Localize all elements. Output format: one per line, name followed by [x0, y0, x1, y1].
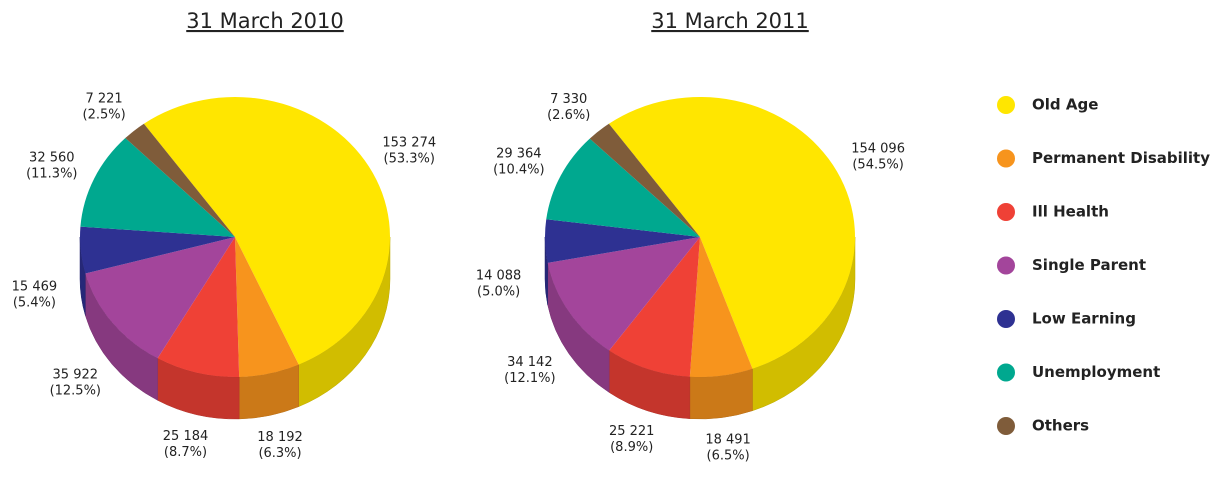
legend-swatch	[997, 96, 1015, 114]
value-label: 15 469	[12, 280, 58, 295]
percent-label: (6.5%)	[707, 449, 750, 464]
legend-label: Unemployment	[1032, 363, 1160, 381]
pie-slice	[609, 237, 700, 377]
value-label: 25 184	[163, 429, 209, 444]
value-label: 153 274	[382, 136, 436, 151]
percent-label: (8.9%)	[610, 440, 653, 455]
legend-swatch	[997, 203, 1015, 221]
legend-label: Ill Health	[1032, 203, 1109, 221]
legend-label: Single Parent	[1032, 256, 1146, 274]
value-label: 18 491	[705, 433, 751, 448]
chart-title: 31 March 2010	[186, 9, 344, 33]
value-label: 14 088	[476, 269, 522, 284]
value-label: 35 922	[53, 368, 99, 383]
percent-label: (2.5%)	[83, 108, 126, 123]
value-label: 25 221	[609, 424, 655, 439]
legend-label: Permanent Disability	[1032, 149, 1210, 167]
legend-label: Others	[1032, 417, 1089, 435]
legend-swatch	[997, 310, 1015, 328]
pie-slice	[546, 138, 700, 237]
pie-slice	[547, 237, 700, 351]
pie-slice	[608, 96, 856, 369]
value-label: 7 221	[85, 92, 122, 107]
pie-slice	[235, 237, 299, 377]
legend-label: Low Earning	[1032, 310, 1136, 328]
value-label: 32 560	[29, 150, 75, 165]
percent-label: (53.3%)	[384, 152, 435, 167]
percent-label: (54.5%)	[852, 158, 903, 173]
legend-swatch	[997, 363, 1015, 382]
pie-slice	[125, 123, 235, 237]
pie-slice	[589, 123, 700, 237]
percent-label: (8.7%)	[164, 445, 207, 460]
percent-label: (5.4%)	[13, 296, 56, 311]
legend-swatch	[997, 256, 1015, 275]
value-label: 29 364	[496, 147, 542, 162]
pie-slice	[80, 138, 235, 237]
value-label: 154 096	[851, 142, 905, 157]
legend-label: Old Age	[1032, 96, 1098, 114]
percent-label: (10.4%)	[493, 163, 544, 178]
pie-slice	[143, 97, 390, 365]
percent-label: (12.5%)	[50, 384, 101, 399]
legend-swatch	[997, 149, 1015, 168]
pie-slice	[85, 237, 236, 359]
pie-slice	[80, 226, 235, 274]
percent-label: (11.3%)	[26, 166, 77, 181]
percent-label: (2.6%)	[547, 108, 590, 123]
percent-label: (6.3%)	[258, 446, 301, 461]
legend-swatch	[997, 417, 1015, 435]
percent-label: (12.1%)	[504, 371, 555, 386]
chart-title: 31 March 2011	[651, 9, 809, 33]
pie-slice	[545, 219, 700, 263]
value-label: 34 142	[507, 355, 553, 370]
value-label: 18 192	[257, 430, 303, 445]
value-label: 7 330	[550, 92, 587, 107]
percent-label: (5.0%)	[477, 285, 520, 300]
pie-slice	[157, 237, 240, 377]
pie-slice	[689, 237, 753, 377]
